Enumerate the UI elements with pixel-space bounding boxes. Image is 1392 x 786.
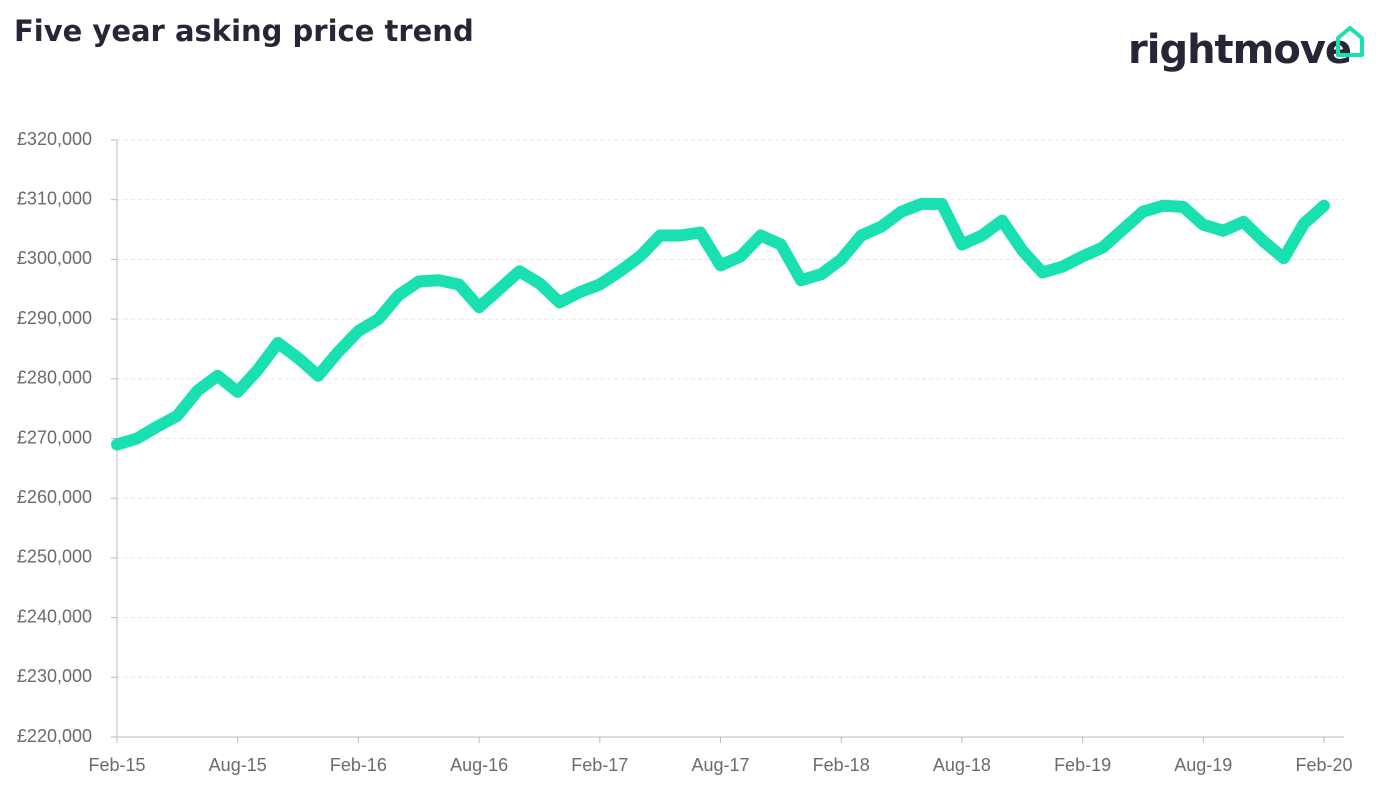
x-tick-label: Feb-17 (571, 755, 628, 775)
y-tick-label: £250,000 (17, 547, 92, 567)
y-tick-label: £310,000 (17, 188, 92, 208)
price-line (111, 197, 1330, 451)
y-tick-label: £320,000 (17, 129, 92, 149)
x-tick-label: Feb-15 (88, 755, 145, 775)
x-tick-label: Feb-19 (1054, 755, 1111, 775)
y-tick-label: £270,000 (17, 427, 92, 447)
y-tick-label: £230,000 (17, 666, 92, 686)
x-tick-label: Aug-18 (933, 755, 991, 775)
chart-title: Five year asking price trend (14, 14, 474, 48)
x-tick-label: Feb-18 (813, 755, 870, 775)
y-tick-label: £220,000 (17, 726, 92, 746)
y-tick-label: £260,000 (17, 487, 92, 507)
x-tick-label: Aug-17 (691, 755, 749, 775)
logo: rightmove (1128, 27, 1351, 73)
y-tick-label: £300,000 (17, 248, 92, 268)
x-tick-label: Aug-15 (209, 755, 267, 775)
x-tick-label: Feb-16 (330, 755, 387, 775)
y-tick-label: £240,000 (17, 606, 92, 626)
x-tick-label: Aug-16 (450, 755, 508, 775)
y-tick-label: £280,000 (17, 368, 92, 388)
x-tick-label: Aug-19 (1174, 755, 1232, 775)
x-tick-label: Feb-20 (1295, 755, 1352, 775)
y-tick-label: £290,000 (17, 308, 92, 328)
logo-icon (1336, 26, 1364, 57)
